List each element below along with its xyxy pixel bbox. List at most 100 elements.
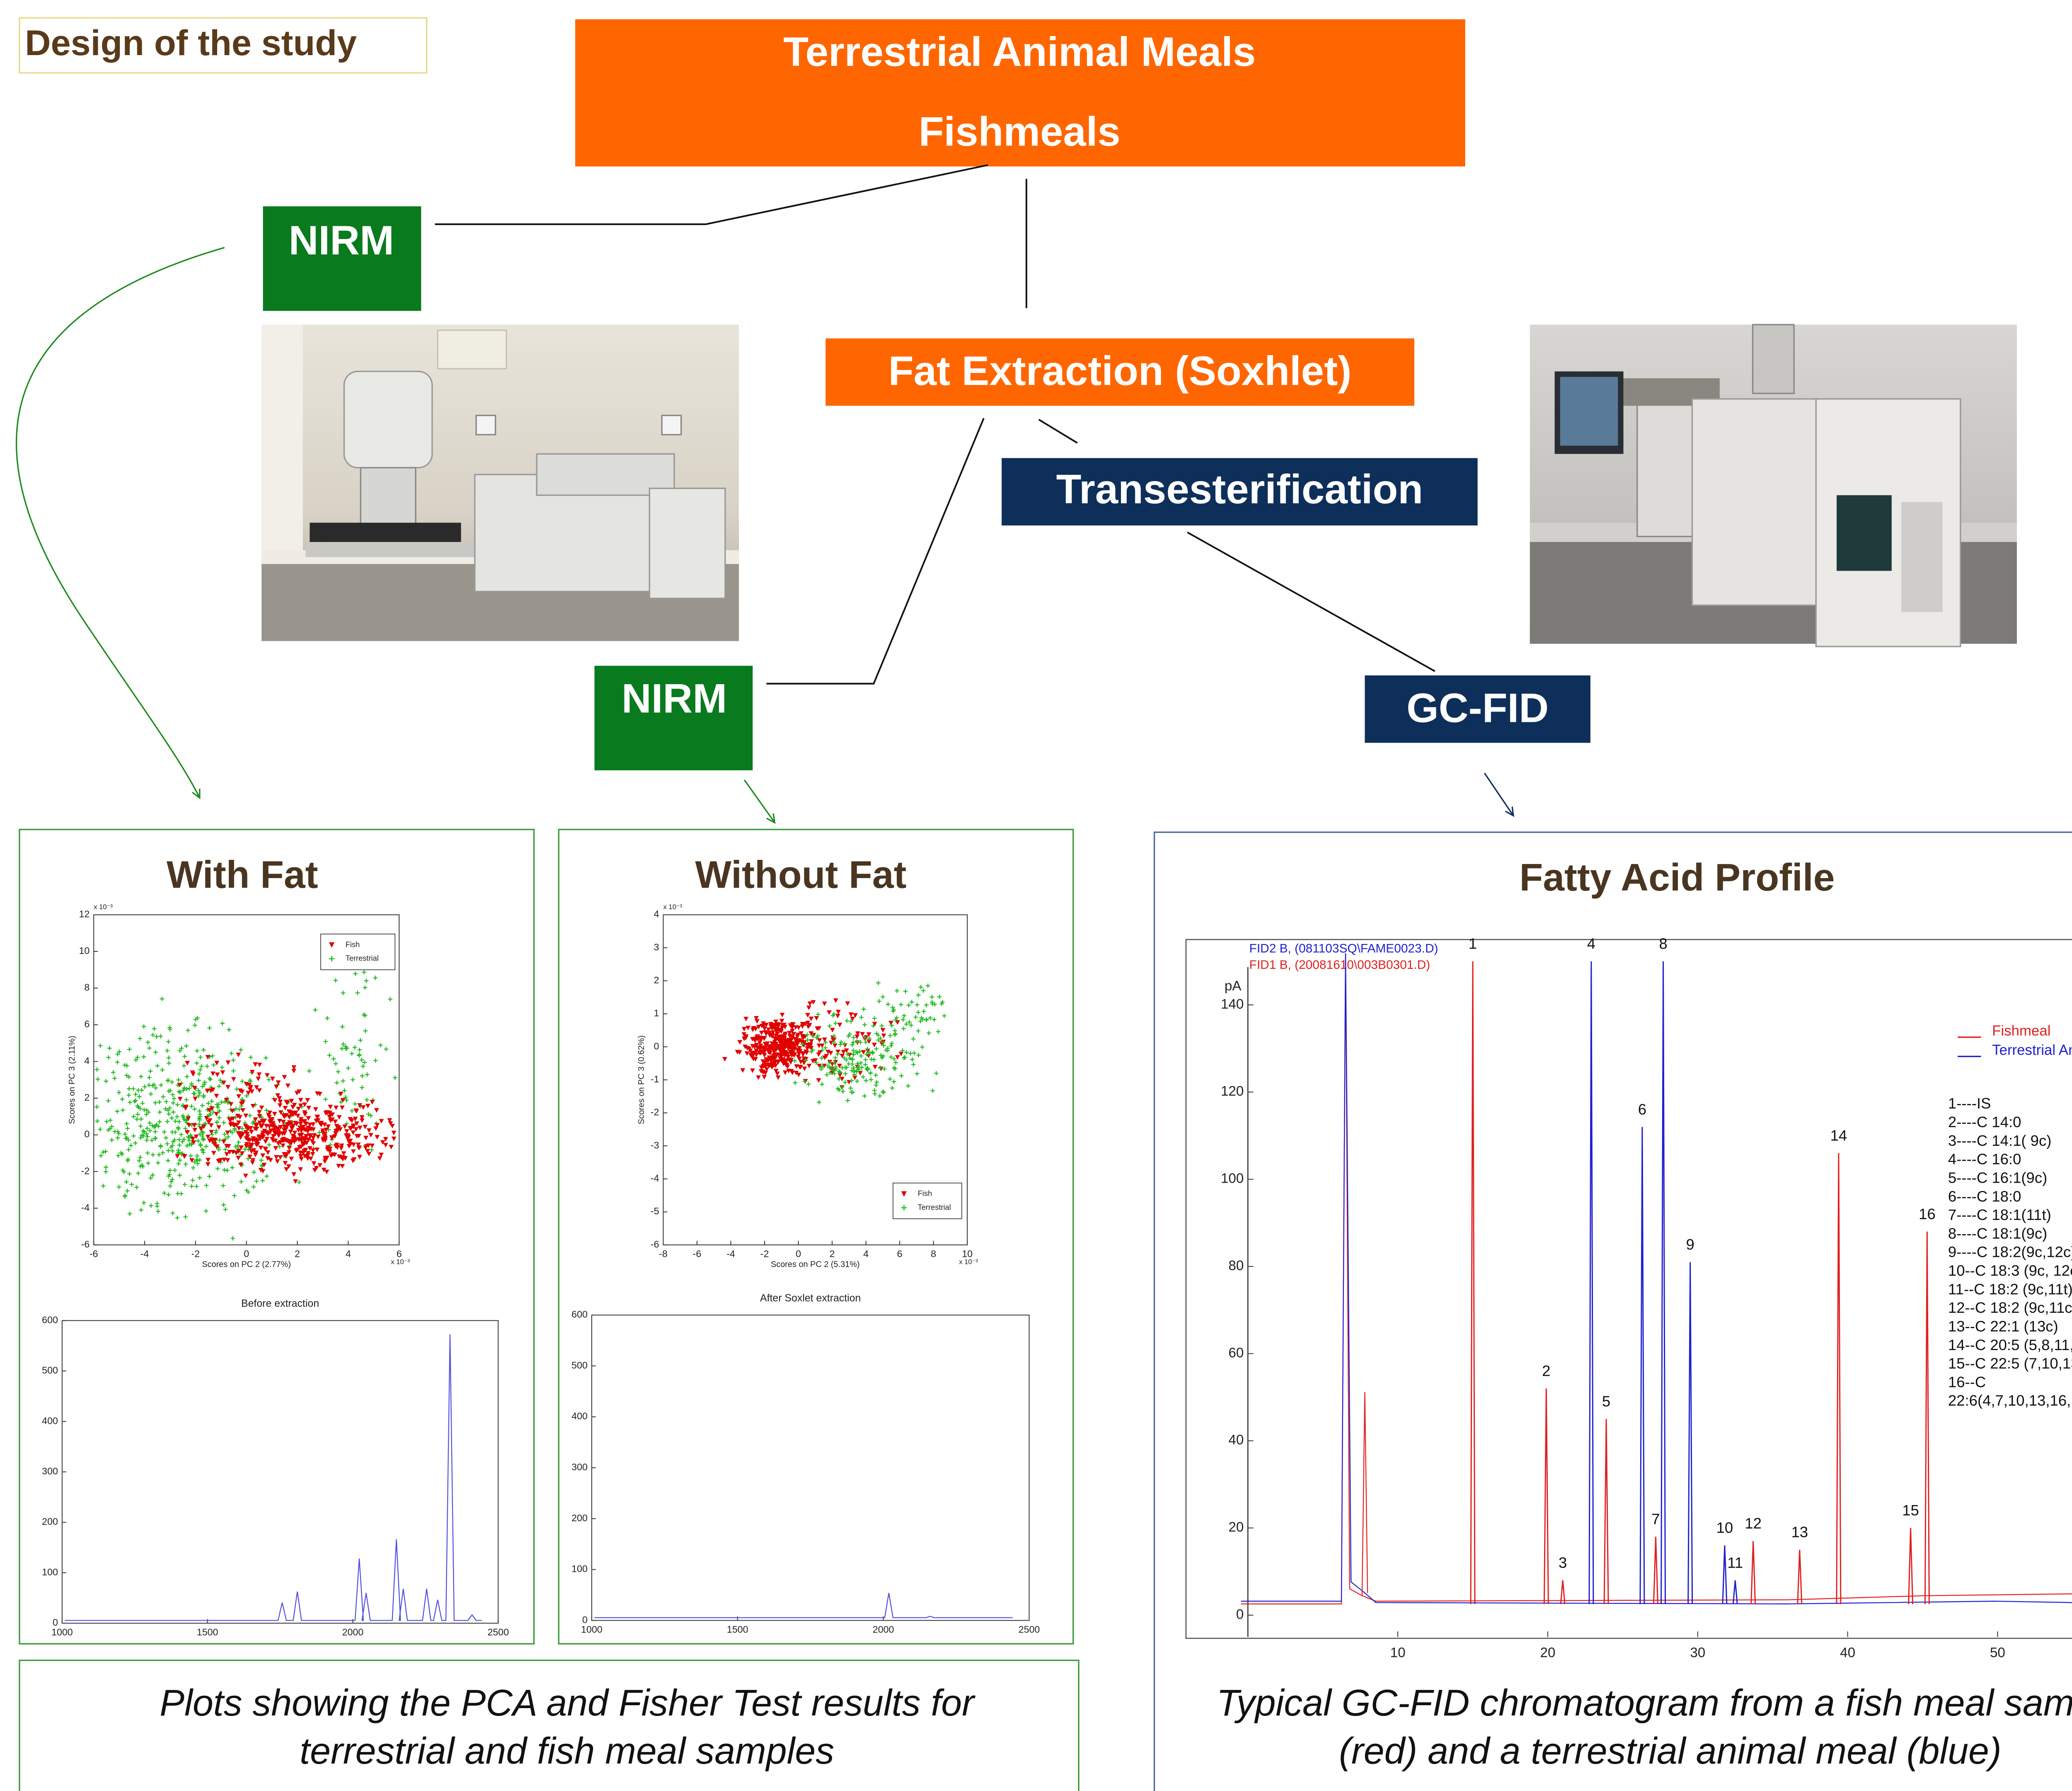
scatter-point (391, 1131, 396, 1135)
trace-label: FID2 B, (081103SQ\FAME0023.D) (1249, 941, 1438, 955)
scatter-point (170, 1211, 175, 1215)
scatter-point (746, 1026, 750, 1030)
scatter-point (166, 1079, 170, 1083)
scatter-point (762, 1075, 767, 1079)
scatter-point (155, 1201, 160, 1206)
nirm-label: NIRM (622, 675, 727, 721)
scatter-point (742, 1027, 747, 1031)
scatter-point (128, 1212, 132, 1216)
scatter-point (195, 1154, 199, 1158)
scatter-point (904, 1022, 909, 1026)
scatter-point (806, 1082, 811, 1087)
scatter-point (230, 1236, 235, 1241)
scatter-point (168, 1184, 172, 1188)
scatter-point (282, 1075, 287, 1079)
scatter-point (850, 1057, 855, 1062)
scatter-point (257, 1088, 262, 1093)
scatter-point (333, 1120, 338, 1124)
scatter-point (177, 1143, 182, 1147)
scatter-point (353, 1045, 357, 1050)
scatter-point (116, 1154, 121, 1158)
scatter-point (138, 1155, 143, 1160)
scatter-point (256, 1077, 261, 1081)
spectrum-title: After Soxlet extraction (760, 1292, 861, 1304)
scatter-point (153, 1050, 158, 1055)
scatter-point (854, 1035, 859, 1039)
scatter-point (177, 1138, 182, 1142)
x-tick-label: -4 (726, 1249, 735, 1259)
scatter-point (206, 1101, 211, 1106)
scatter-point (104, 1079, 109, 1084)
scatter-point (104, 1149, 108, 1154)
scatter-point (881, 1033, 886, 1038)
scatter-point (179, 1133, 184, 1137)
scatter-point (170, 1080, 174, 1084)
peak-label: 4 (1587, 935, 1595, 952)
scatter-point (936, 1029, 941, 1034)
scatter-point (816, 1012, 821, 1017)
scatter-point (117, 1090, 121, 1095)
scatter-point (232, 1193, 237, 1198)
x-tick-label: 0 (244, 1249, 249, 1259)
scatter-point (796, 1072, 801, 1077)
scatter-point (177, 1120, 182, 1124)
scatter-point (145, 1151, 150, 1155)
scatter-point (173, 1130, 178, 1135)
scatter-point (115, 1109, 120, 1114)
scatter-point (95, 1119, 99, 1123)
scatter-point (123, 1063, 127, 1067)
scatter-point (159, 1083, 163, 1087)
x-tick-label: -8 (659, 1249, 668, 1259)
scatter-point (204, 1183, 209, 1188)
x-tick-label: -6 (693, 1249, 702, 1259)
scatter-point (341, 1079, 345, 1083)
scatter-point (121, 1108, 125, 1113)
scatter-point (124, 1121, 129, 1126)
scatter-point (236, 1156, 241, 1160)
scatter-point (740, 1068, 745, 1073)
scatter-point (287, 1146, 292, 1151)
scatter-point (125, 1126, 130, 1131)
scatter-point (907, 1003, 911, 1007)
scatter-point (388, 997, 392, 1002)
scatter-point (364, 978, 369, 983)
scatter-point (901, 1017, 905, 1022)
scatter-point (311, 1141, 316, 1146)
scatter-point (297, 1180, 302, 1184)
peak-label: 12 (1745, 1515, 1762, 1532)
scatter-point (928, 1016, 932, 1020)
x-tick-label: 2500 (487, 1626, 509, 1637)
scatter-point (162, 1191, 167, 1196)
scatter-point (165, 1142, 169, 1146)
scatter-point (908, 1051, 913, 1056)
y-tick-label: 2 (84, 1092, 90, 1103)
scatter-point (859, 1015, 864, 1020)
scatter-point (838, 1042, 842, 1047)
scatter-point (369, 1147, 374, 1152)
scatter-point (110, 1138, 114, 1142)
scatter-point (145, 1126, 150, 1131)
scatter-point (230, 1165, 235, 1170)
legend-frame (321, 934, 395, 970)
x-tick-label: 1500 (197, 1626, 218, 1637)
scatter-point (937, 995, 942, 999)
scatter-point (191, 1072, 196, 1077)
scatter-point (899, 1002, 903, 1007)
scatter-point (351, 1149, 356, 1154)
scatter-point (332, 1057, 336, 1061)
scatter-point (130, 1182, 134, 1187)
scatter-point (223, 1147, 228, 1152)
peak-key-entry: 16--C (1948, 1373, 1986, 1390)
scatter-point (334, 1062, 338, 1066)
x-tick-label: 4 (346, 1249, 351, 1259)
scatter-point (169, 1116, 174, 1121)
exponent-label: x 10⁻³ (663, 903, 683, 911)
scatter-point (833, 1043, 838, 1048)
scatter-point (167, 1112, 171, 1116)
scatter-point (861, 1075, 866, 1079)
scatter-point (191, 1166, 196, 1170)
scatter-point (221, 1140, 226, 1144)
scatter-point (308, 1157, 313, 1161)
peak-label: 9 (1686, 1236, 1694, 1253)
peak-key-entry: 13--C 22:1 (13c) (1948, 1318, 2058, 1335)
